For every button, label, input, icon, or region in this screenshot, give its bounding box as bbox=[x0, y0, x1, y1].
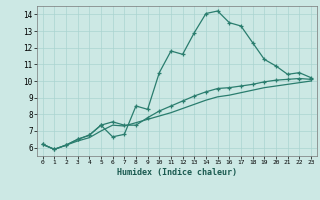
X-axis label: Humidex (Indice chaleur): Humidex (Indice chaleur) bbox=[117, 168, 237, 177]
